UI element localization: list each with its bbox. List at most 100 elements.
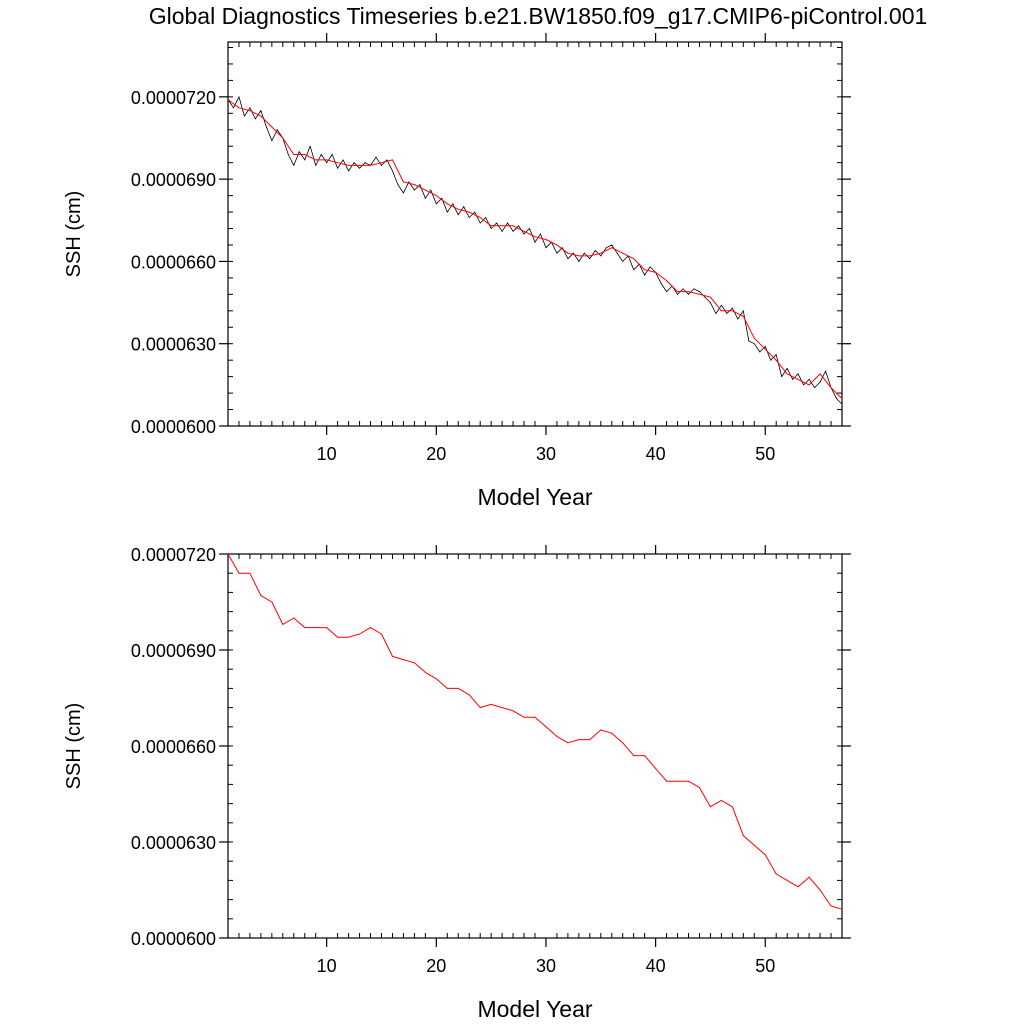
data-point-annual: [534, 236, 536, 238]
data-point-monthly: [676, 293, 679, 295]
x-tick-label: 30: [536, 956, 556, 976]
data-point-monthly: [775, 354, 777, 356]
data-point-annual: [545, 238, 547, 241]
data-point-annual: [238, 107, 240, 109]
data-point-monthly: [665, 291, 668, 293]
data-point-monthly: [243, 115, 246, 117]
data-point-annual: [227, 553, 229, 555]
data-point-monthly: [824, 370, 827, 372]
data-point-monthly: [452, 203, 454, 205]
data-point-annual: [622, 742, 624, 744]
data-point-annual: [479, 216, 481, 219]
data-point-monthly: [528, 227, 531, 230]
y-tick-label: 0.0000630: [131, 335, 216, 355]
data-point-annual: [337, 162, 339, 164]
data-point-monthly: [835, 397, 838, 400]
data-point-annual: [512, 710, 514, 712]
data-point-monthly: [764, 345, 766, 348]
data-point-monthly: [375, 156, 377, 158]
data-point-annual: [830, 387, 832, 389]
data-point-annual: [589, 255, 591, 257]
data-point-annual: [567, 252, 569, 254]
data-point-monthly: [649, 266, 651, 268]
data-point-monthly: [485, 216, 487, 219]
plot-frame: [227, 41, 843, 427]
data-point-annual: [468, 694, 470, 696]
data-point-annual: [753, 844, 755, 846]
data-point-annual: [534, 716, 536, 718]
data-point-annual: [501, 707, 503, 709]
y-tick-label: 0.0000660: [131, 252, 216, 272]
data-point-annual: [764, 348, 766, 350]
data-point-annual: [358, 164, 361, 167]
data-point-monthly: [337, 167, 339, 169]
data-point-monthly: [742, 310, 744, 312]
data-point-monthly: [660, 282, 662, 284]
panel-bottom: 10 20 30 40 50 0.0000600 0.0000630 0.0000660 0.0…: [63, 545, 851, 1022]
y-tick-label: 0.0000600: [131, 417, 216, 437]
data-point-annual: [249, 109, 251, 112]
data-point-annual: [315, 627, 317, 629]
data-point-monthly: [737, 318, 739, 320]
data-point-annual: [687, 780, 690, 782]
data-point-annual: [358, 633, 361, 635]
data-point-annual: [676, 291, 679, 293]
y-axis-label: SSH (cm): [63, 191, 85, 278]
data-point-monthly: [457, 214, 459, 216]
data-point-monthly: [441, 197, 443, 199]
data-point-monthly: [501, 230, 503, 232]
data-point-annual: [501, 225, 503, 227]
data-point-monthly: [232, 107, 235, 109]
data-point-monthly: [561, 247, 564, 249]
data-point-monthly: [709, 301, 712, 304]
data-point-annual: [742, 835, 744, 837]
data-point-annual: [698, 787, 701, 789]
data-point-annual: [622, 252, 624, 254]
data-point-monthly: [808, 378, 810, 380]
y-tick-label: 0.0000660: [131, 737, 216, 757]
y-tick-label: 0.0000690: [131, 641, 216, 661]
data-point-annual: [468, 211, 470, 213]
x-tick-label: 10: [317, 956, 337, 976]
data-point-annual: [655, 767, 657, 770]
data-point-annual: [435, 195, 437, 197]
data-point-monthly: [397, 184, 399, 186]
data-point-annual: [512, 225, 514, 227]
y-tick-label: 0.0000630: [131, 833, 216, 853]
data-point-annual: [687, 291, 690, 293]
data-point-monthly: [556, 252, 558, 254]
data-point-monthly: [693, 288, 695, 290]
data-point-annual: [315, 159, 317, 161]
data-point-monthly: [715, 312, 717, 315]
data-point-monthly: [572, 252, 574, 254]
data-point-annual: [293, 617, 295, 619]
data-point-monthly: [523, 233, 525, 235]
data-point-monthly: [238, 96, 240, 98]
data-point-annual: [282, 623, 284, 626]
x-tick-label: 40: [646, 444, 666, 464]
data-point-annual: [709, 806, 712, 808]
data-point-annual: [446, 687, 448, 690]
x-tick-label: 20: [426, 956, 446, 976]
data-point-annual: [819, 373, 821, 375]
data-point-annual: [369, 164, 372, 167]
y-tick-label: 0.0000600: [131, 929, 216, 949]
data-point-annual: [775, 359, 777, 361]
data-point-monthly: [265, 126, 267, 128]
y-tick-label: 0.0000720: [131, 545, 216, 565]
data-point-monthly: [726, 312, 728, 315]
data-point-monthly: [386, 159, 388, 161]
data-point-monthly: [506, 222, 509, 224]
data-point-monthly: [622, 260, 624, 263]
data-point-annual: [786, 373, 788, 375]
y-tick-label: 0.0000690: [131, 170, 216, 190]
data-point-annual: [402, 181, 405, 183]
data-point-monthly: [326, 162, 328, 164]
panel-top: 10 20 30 40 50 0.0000600 0.0000630 0.0000660 0.0…: [63, 33, 851, 510]
data-point-monthly: [353, 162, 355, 164]
data-point-monthly: [797, 373, 799, 375]
x-axis-label: Model Year: [477, 996, 592, 1022]
data-point-annual: [249, 572, 251, 574]
series-line-annual: [227, 553, 843, 910]
data-point-annual: [446, 203, 448, 205]
